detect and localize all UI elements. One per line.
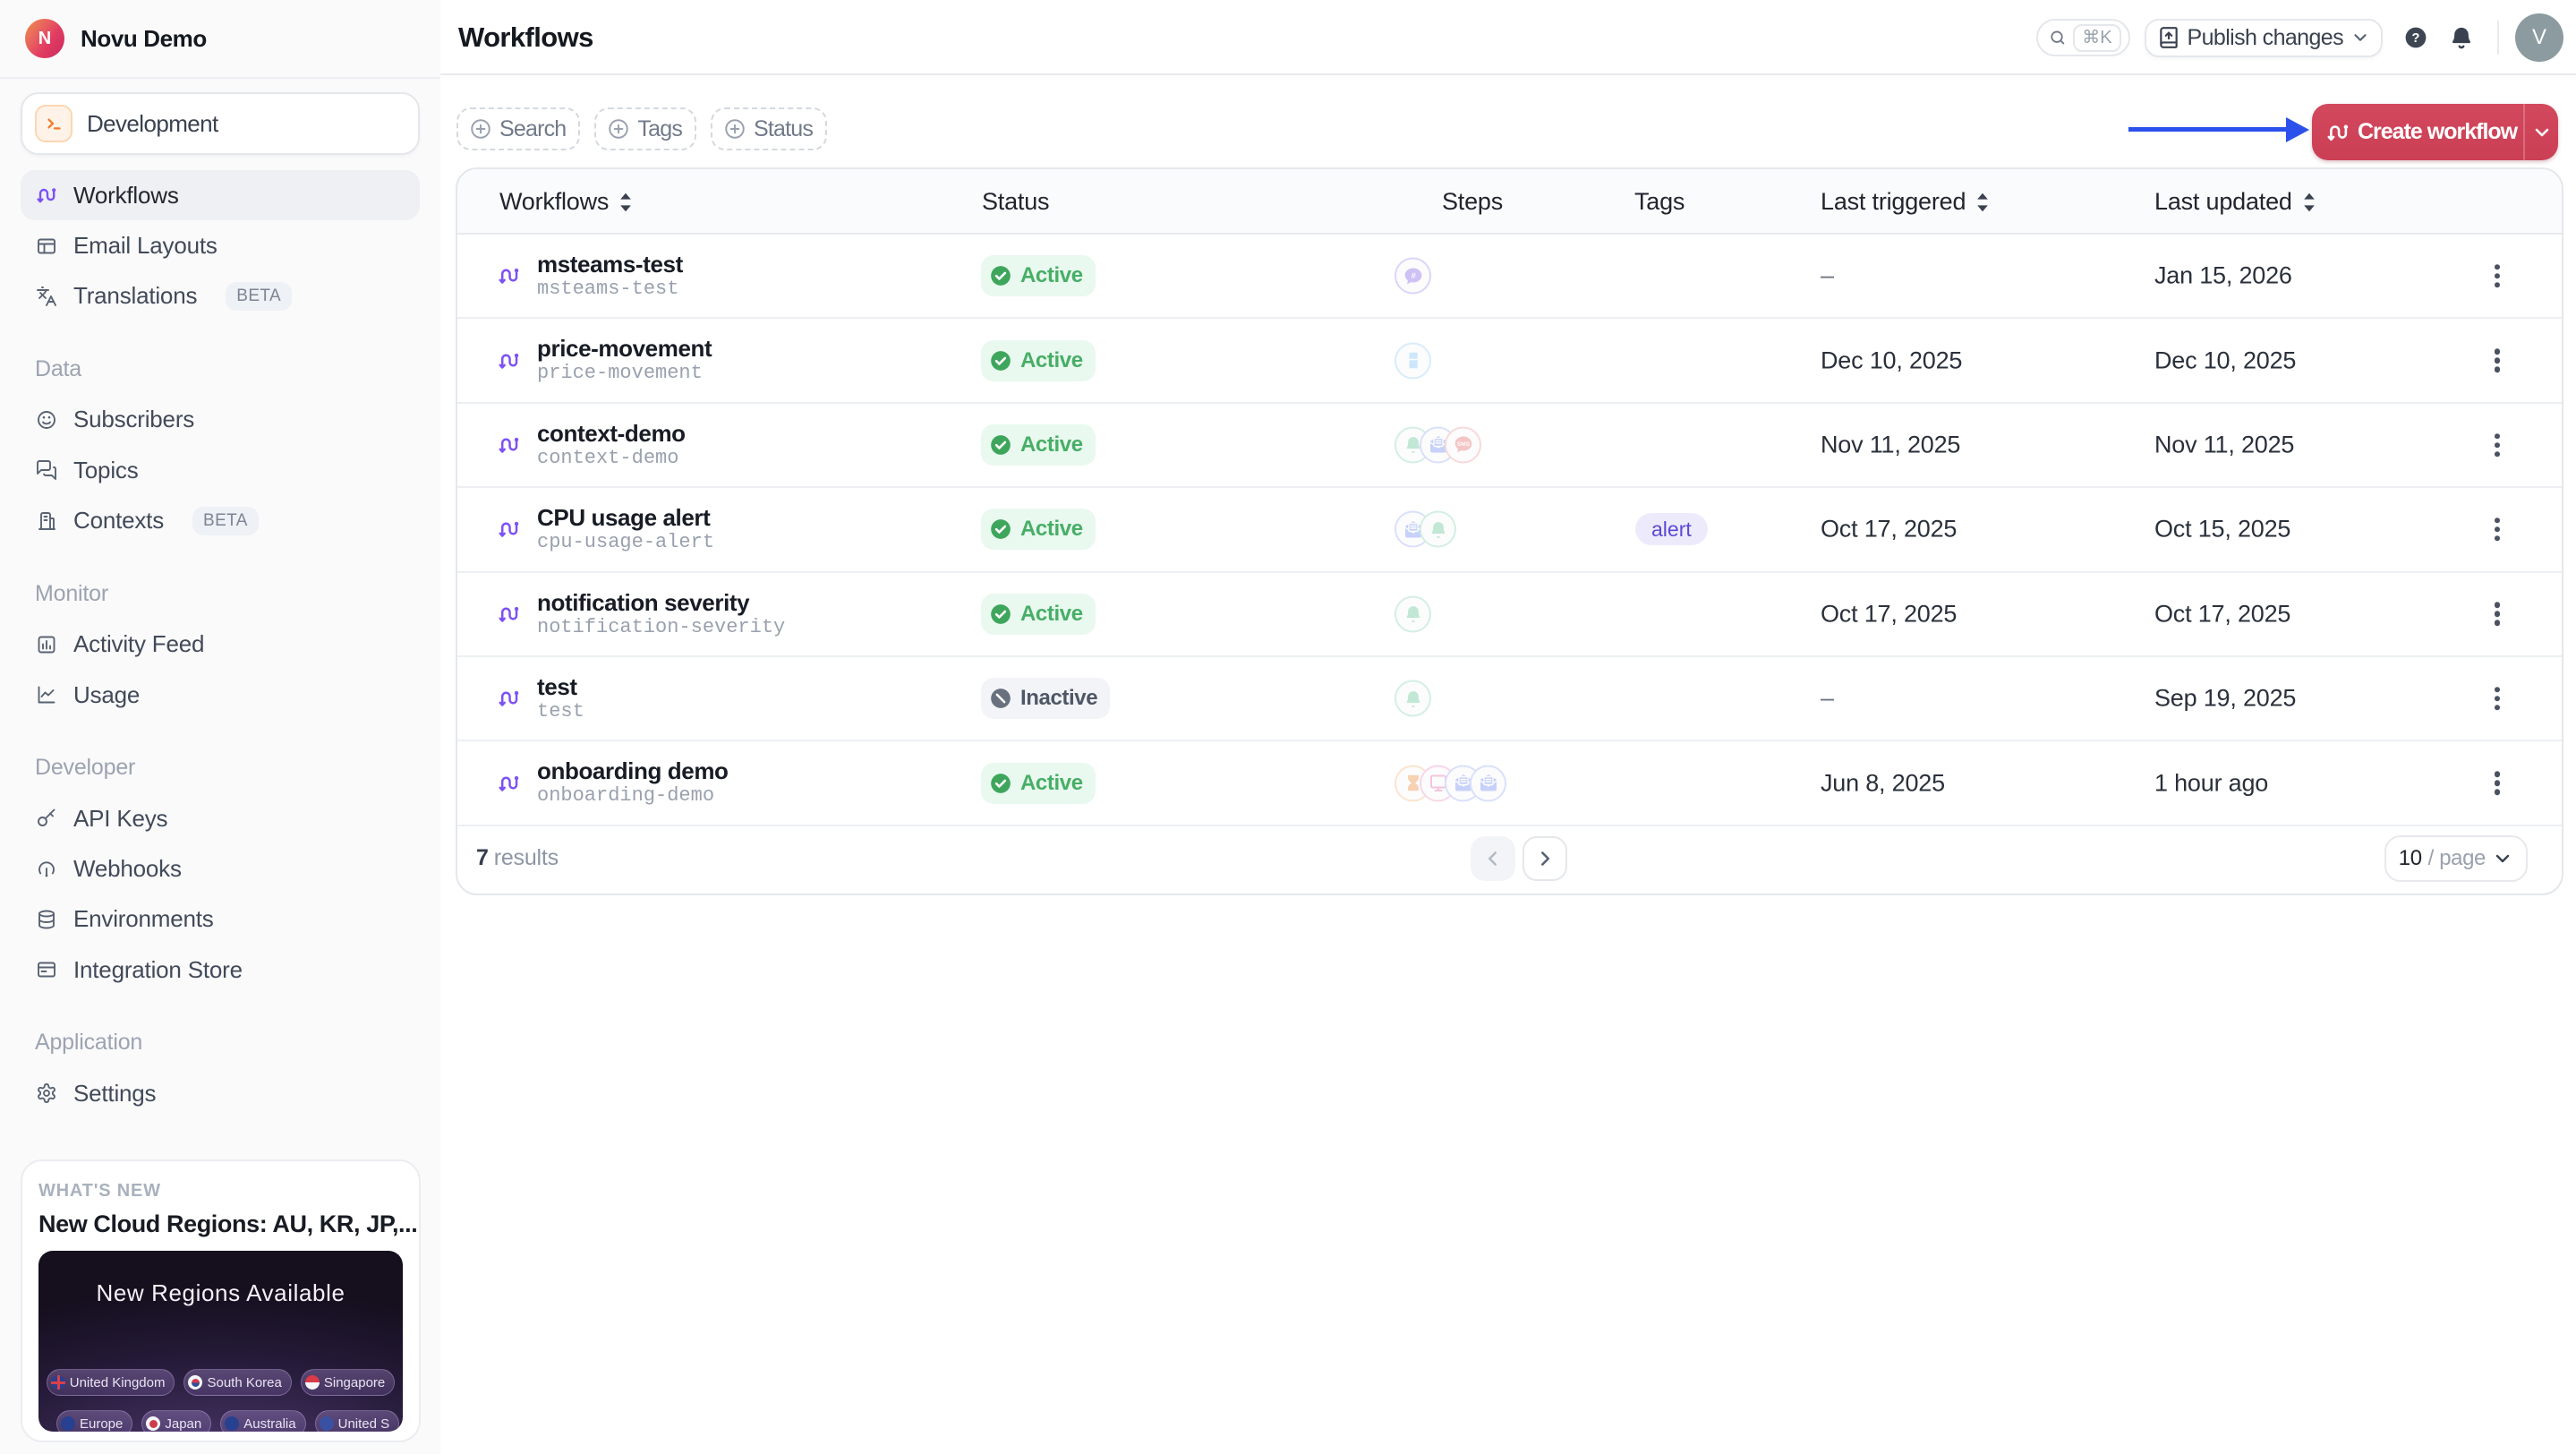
svg-text:?: ?: [2412, 31, 2420, 46]
svg-text:SMS: SMS: [1456, 442, 1470, 449]
svg-text:#: #: [1411, 270, 1416, 280]
